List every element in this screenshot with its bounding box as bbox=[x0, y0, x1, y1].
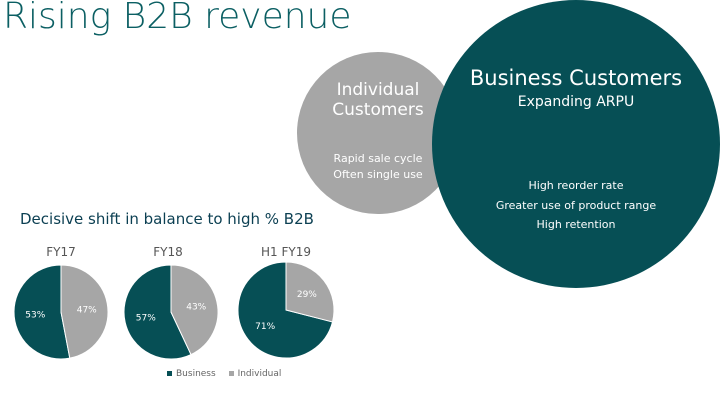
pie-1-label-business: 57% bbox=[136, 314, 156, 324]
business-customers-notes: High reorder rate Greater use of product… bbox=[432, 176, 720, 235]
pie-2-slice-business bbox=[237, 261, 334, 359]
legend-individual-label: Individual bbox=[237, 369, 282, 379]
legend-individual-swatch bbox=[228, 371, 234, 376]
pie-1-label-individual: 43% bbox=[186, 302, 206, 312]
business-customers-heading: Business Customers bbox=[469, 66, 683, 90]
pie-0-label-business: 53% bbox=[25, 310, 45, 320]
pie-2-slice-individual bbox=[285, 261, 335, 323]
pie-2-label-business: 71% bbox=[255, 322, 275, 332]
pie-title-fy17: FY17 bbox=[46, 245, 76, 259]
legend-business-swatch bbox=[167, 371, 172, 376]
pie-legend: Business Individual bbox=[167, 369, 291, 379]
business-note-1: High reorder rate bbox=[528, 179, 624, 192]
pie-0-label-individual: 47% bbox=[77, 306, 97, 316]
business-note-2: Greater use of product range bbox=[495, 198, 657, 212]
pie-1-slice-individual bbox=[170, 264, 219, 356]
business-note-3: High retention bbox=[536, 218, 616, 232]
page-title: Rising B2B revenue bbox=[3, 0, 352, 37]
individual-customers-notes: Rapid sale cycle Often single use bbox=[297, 151, 459, 183]
individual-heading-text: Individual Customers bbox=[332, 80, 424, 121]
business-customers-circle: Business Customers Expanding ARPU High r… bbox=[432, 0, 720, 288]
pie-title-fy18: FY18 bbox=[153, 245, 183, 259]
pie-0-slice-business bbox=[13, 264, 71, 360]
pie-0-slice-individual bbox=[60, 264, 109, 359]
individual-customers-heading: Individual Customers bbox=[297, 80, 459, 121]
pie-2-label-individual: 29% bbox=[297, 290, 317, 300]
legend-business-label: Business bbox=[176, 369, 216, 379]
individual-note-1: Rapid sale cycle bbox=[333, 152, 423, 165]
legend-individual: Individual bbox=[228, 369, 282, 379]
pie-title-h1fy19: H1 FY19 bbox=[261, 245, 311, 259]
individual-note-2: Often single use bbox=[333, 167, 423, 181]
pie-1-slice-business bbox=[123, 264, 192, 360]
b2b-shift-heading: Decisive shift in balance to high % B2B bbox=[20, 210, 314, 228]
business-customers-subheading: Expanding ARPU bbox=[517, 94, 635, 110]
legend-business: Business bbox=[167, 369, 219, 379]
